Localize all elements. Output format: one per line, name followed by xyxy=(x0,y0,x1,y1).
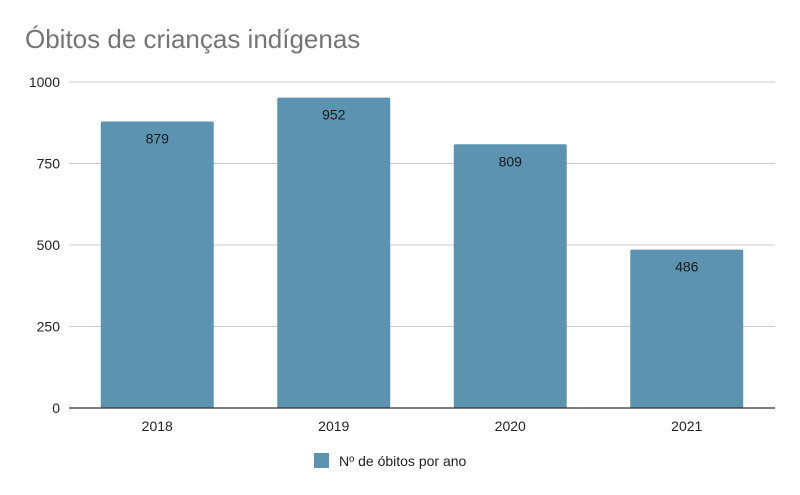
legend-swatch xyxy=(314,453,329,468)
data-label: 809 xyxy=(499,153,523,169)
y-tick-label: 500 xyxy=(37,237,61,253)
y-tick-label: 250 xyxy=(37,319,61,335)
y-tick-label: 0 xyxy=(52,400,60,416)
x-tick-label: 2021 xyxy=(671,418,702,434)
y-axis: 0 250 500 750 1000 xyxy=(29,74,60,416)
legend-label: Nº de óbitos por ano xyxy=(339,453,467,469)
x-tick-label: 2019 xyxy=(318,418,349,434)
data-labels: 879 952 809 486 xyxy=(146,107,699,275)
data-label: 486 xyxy=(675,259,699,275)
legend[interactable]: Nº de óbitos por ano xyxy=(314,453,467,469)
bar-2020[interactable] xyxy=(453,144,567,409)
bar-2019[interactable] xyxy=(277,97,391,408)
x-tick-label: 2018 xyxy=(142,418,173,434)
chart-title: Óbitos de crianças indígenas xyxy=(25,24,361,54)
data-label: 879 xyxy=(146,130,170,146)
data-label: 952 xyxy=(322,107,346,123)
y-tick-label: 1000 xyxy=(29,74,60,90)
bar-2021[interactable] xyxy=(630,249,744,408)
x-axis: 2018 2019 2020 2021 xyxy=(69,407,775,434)
bars xyxy=(100,97,744,409)
bar-2018[interactable] xyxy=(100,121,214,409)
x-tick-label: 2020 xyxy=(495,418,526,434)
y-tick-label: 750 xyxy=(37,156,61,172)
